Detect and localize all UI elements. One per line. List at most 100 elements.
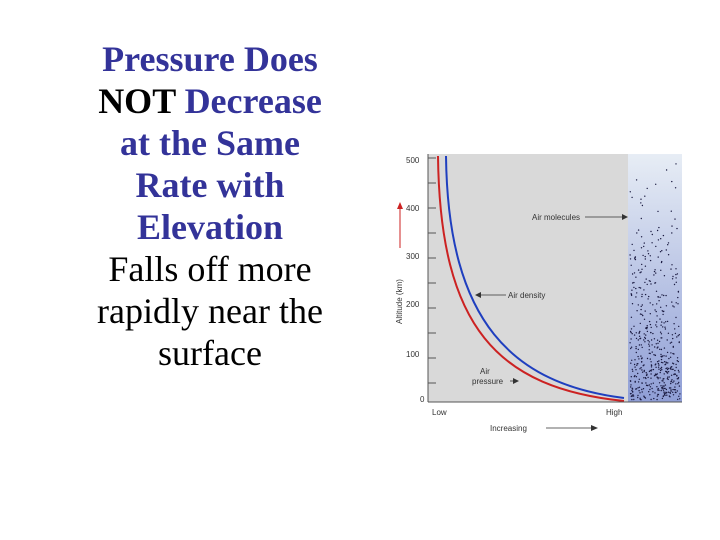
molecule-dot [655,310,657,313]
molecule-dot [676,273,679,275]
molecule-dot [630,338,632,340]
molecule-dot [656,398,658,401]
molecule-dot [639,272,641,274]
molecule-dot [674,218,676,220]
molecule-dot [648,320,651,323]
molecule-dot [676,390,678,392]
molecule-dot [669,342,672,344]
molecule-dot [631,359,633,361]
air-density-label: Air density [508,291,545,300]
molecule-dot [651,233,653,236]
molecule-dot [661,387,664,389]
molecule-dot [660,385,662,387]
molecule-dot [637,381,640,383]
molecule-dot [662,310,664,313]
y-axis-label: Altitude (km) [395,279,404,324]
molecule-dot [640,247,643,249]
molecule-dot [653,397,655,400]
title-text: Elevation [136,207,283,247]
molecule-dot [659,318,661,320]
molecule-dot [679,398,681,400]
molecule-dot [631,243,633,246]
molecule-dot [642,388,645,390]
molecule-dot [671,379,673,381]
molecule-dot [649,394,651,396]
molecule-dot [641,382,643,384]
molecule-dot [630,376,632,378]
molecule-dot [644,293,647,296]
molecule-dot [646,330,649,333]
molecule-dot [654,269,656,271]
molecule-dot [666,351,669,354]
molecule-dot [640,361,643,363]
molecule-dot [660,269,662,271]
molecule-dot [671,264,673,266]
molecule-dot [643,245,645,248]
molecule-dot [660,366,663,369]
molecule-dot [635,276,637,278]
molecule-dot [654,354,656,357]
molecule-dot [640,271,642,273]
molecule-dot [638,378,640,380]
molecule-dot [670,390,672,392]
x-low-label: Low [432,408,447,417]
molecule-dot [657,378,659,380]
molecule-dot [655,324,657,326]
molecule-dot [647,384,649,387]
molecule-dot [667,254,670,256]
molecule-dot [649,259,652,262]
molecule-dot [644,281,646,284]
molecule-dot [629,380,632,382]
molecule-dot [650,331,652,334]
molecule-dot [646,187,648,190]
molecule-dot [664,384,667,386]
molecule-dot [661,294,663,296]
molecule-dot [650,326,652,329]
molecule-dot [637,339,639,341]
molecule-dot [651,351,653,353]
molecule-dot [655,321,658,323]
molecule-dot [663,355,665,357]
molecule-dot [656,386,658,388]
molecule-dot [645,278,647,280]
molecule-dot [676,360,678,362]
molecule-dot [672,352,674,355]
molecule-dot [667,362,669,364]
molecule-dot [674,187,677,189]
molecule-dot [643,242,645,244]
molecule-dot [639,313,642,315]
molecule-dot [638,386,641,388]
molecule-dot [650,377,652,379]
molecule-dot [645,327,647,329]
molecule-dot [667,332,670,334]
molecule-dot [658,368,660,370]
molecule-dot [665,355,667,357]
molecule-dot [672,368,674,370]
molecule-dot [641,295,643,298]
molecule-dot [657,362,660,365]
molecule-dot [676,336,678,338]
molecule-dot [657,239,660,241]
molecule-dot [646,357,649,360]
title-text: Rate with [135,165,285,205]
molecule-dot [635,351,637,354]
molecule-dot [647,298,649,300]
molecule-dot [672,394,675,396]
molecule-dot [661,388,663,390]
molecule-dot [643,333,645,335]
molecule-dot [658,360,660,362]
molecule-dot [658,300,660,302]
molecule-dot [661,250,663,252]
molecule-dot [639,392,641,394]
molecule-dot [665,392,668,394]
molecule-dot [670,341,673,343]
molecule-dot [671,278,674,280]
molecule-dot [670,268,672,270]
molecule-dot [647,253,650,255]
molecule-dot [637,269,640,271]
molecule-dot [675,277,677,279]
molecule-dot [662,326,664,328]
molecule-dot [662,385,664,387]
molecule-dot [663,393,666,396]
molecule-dot [663,391,665,393]
